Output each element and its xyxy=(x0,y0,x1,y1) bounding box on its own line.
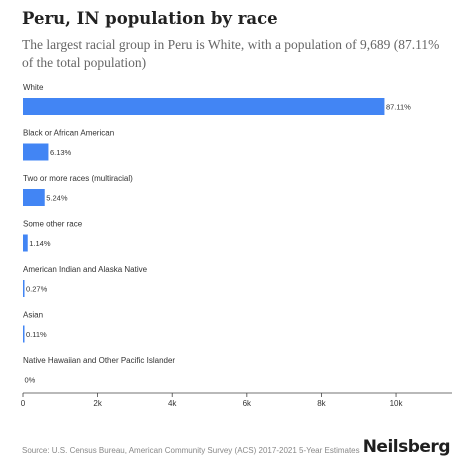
data-label: 87.11% xyxy=(386,103,411,112)
category-label: Some other race xyxy=(23,220,83,229)
category-label: White xyxy=(23,83,44,92)
chart-subtitle: The largest racial group in Peru is Whit… xyxy=(22,37,440,70)
category-label: American Indian and Alaska Native xyxy=(23,265,148,274)
category-label: Asian xyxy=(23,311,43,320)
chart-title: Peru, IN population by race xyxy=(22,9,278,28)
data-label: 0% xyxy=(25,376,36,385)
source-note: Source: U.S. Census Bureau, American Com… xyxy=(22,446,360,455)
x-tick-label: 4k xyxy=(168,399,177,408)
bar xyxy=(23,234,28,252)
bar xyxy=(23,189,45,206)
data-label: 6.13% xyxy=(50,148,72,157)
data-label: 1.14% xyxy=(29,239,51,248)
category-label: Two or more races (multiracial) xyxy=(23,174,133,183)
bar xyxy=(23,143,49,161)
x-tick-label: 10k xyxy=(390,399,404,408)
data-label: 0.27% xyxy=(26,285,48,294)
x-tick-label: 8k xyxy=(317,399,326,408)
x-tick-label: 2k xyxy=(93,399,102,408)
data-label: 5.24% xyxy=(46,194,68,203)
x-tick-label: 0 xyxy=(21,399,26,408)
data-label: 0.11% xyxy=(26,330,47,339)
x-tick-label: 6k xyxy=(243,399,252,408)
bar xyxy=(23,325,25,343)
category-label: Black or African American xyxy=(23,129,114,138)
bar xyxy=(23,280,25,297)
category-label: Native Hawaiian and Other Pacific Island… xyxy=(23,356,175,365)
bar xyxy=(23,98,385,115)
brand-logo: Neilsberg xyxy=(362,437,451,457)
